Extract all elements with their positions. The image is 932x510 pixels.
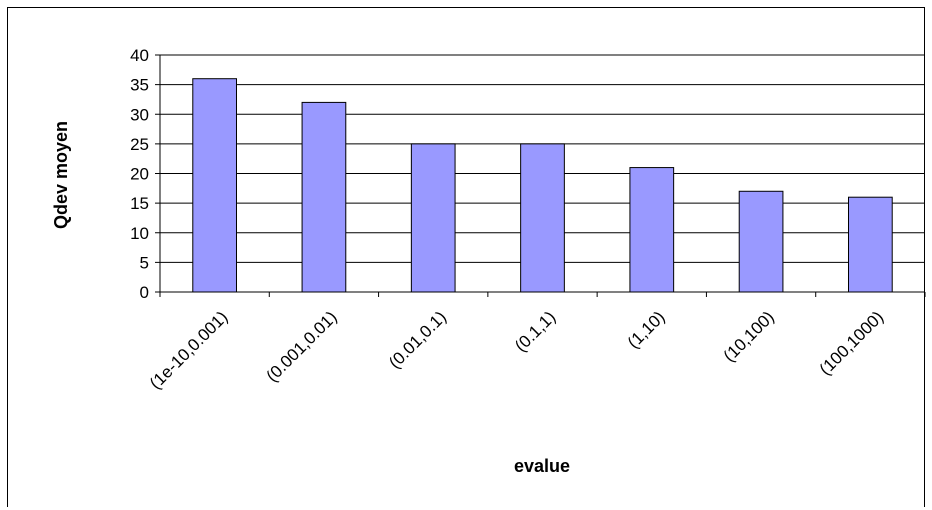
bar: [192, 78, 238, 293]
x-tick-label: (0.1,1): [511, 307, 559, 355]
y-tick-label: 30: [130, 105, 149, 124]
y-tick-label: 15: [130, 194, 149, 213]
bar: [629, 167, 675, 293]
y-tick-label: 40: [130, 46, 149, 65]
bars: [192, 78, 893, 293]
y-tick-label: 35: [130, 76, 149, 95]
x-tick-labels: (1e-10,0.001) (0.001,0.01) (0.01,0.1) (0.1,…: [146, 307, 887, 393]
x-tick-label: (0.01,0.1): [385, 307, 450, 372]
axes: [155, 54, 926, 297]
bar: [301, 101, 347, 293]
x-tick-label: (100,1000): [816, 307, 888, 379]
bar: [738, 190, 784, 293]
y-tick-labels: 0 5 10 15 20 25 30 35 40: [130, 46, 149, 302]
y-tick-label: 10: [130, 224, 149, 243]
bar: [848, 196, 893, 293]
x-tick-label: (10,100): [720, 307, 778, 365]
x-axis-title: evalue: [514, 456, 570, 476]
x-tick-label: (1,10): [624, 307, 669, 352]
bar: [520, 143, 565, 293]
x-tick-label: (1e-10,0.001): [146, 307, 232, 393]
y-tick-label: 20: [130, 165, 149, 184]
y-tick-label: 0: [140, 283, 149, 302]
y-tick-label: 5: [140, 253, 149, 272]
bar: [410, 143, 456, 293]
x-tick-label: (0.001,0.01): [262, 307, 340, 385]
y-axis-title: Qdev moyen: [51, 121, 71, 229]
y-tick-label: 25: [130, 135, 149, 154]
